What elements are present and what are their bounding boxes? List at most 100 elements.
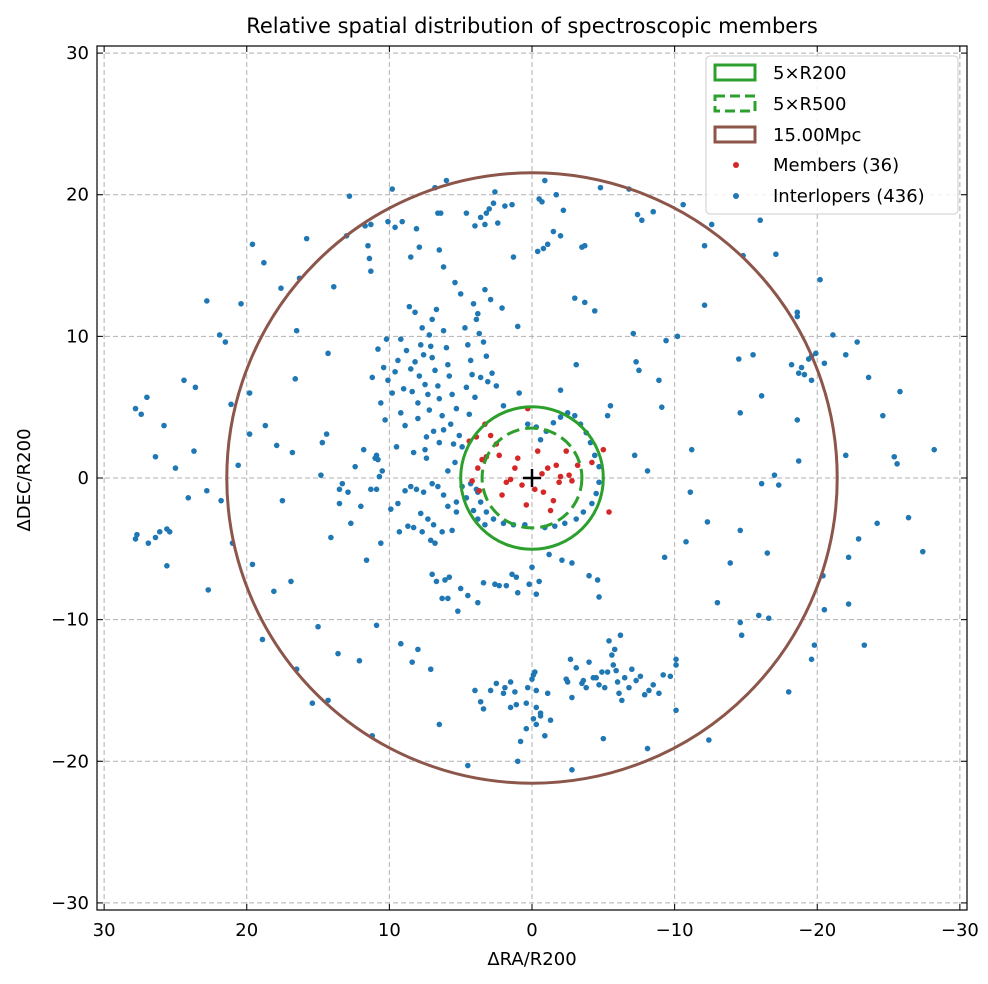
y-axis-label: ΔDEC/R200 [14, 428, 35, 531]
interloper-point [185, 495, 192, 501]
interloper-point [507, 679, 514, 685]
interloper-point [865, 374, 872, 381]
interloper-point [407, 366, 414, 372]
interloper-point [621, 674, 628, 681]
interloper-point [432, 540, 438, 546]
member-point [532, 486, 538, 493]
interloper-point [413, 486, 420, 493]
interloper-point [469, 371, 475, 378]
interloper-point [378, 540, 384, 546]
interloper-point [586, 572, 592, 579]
interloper-point [704, 519, 711, 525]
interloper-point [544, 690, 551, 697]
y-tick-label: 20 [66, 185, 89, 206]
interloper-point [830, 332, 836, 338]
interloper-point [439, 412, 445, 419]
interloper-point [330, 283, 337, 290]
interloper-point [616, 690, 622, 697]
interloper-point [385, 218, 391, 225]
interloper-point [891, 453, 898, 460]
member-point [514, 455, 521, 461]
interloper-point [516, 390, 522, 396]
interloper-point [534, 248, 541, 255]
member-point [503, 479, 510, 486]
interloper-point [483, 210, 490, 216]
interloper-point [388, 506, 394, 512]
interloper-point [609, 652, 615, 658]
interloper-point [463, 210, 470, 216]
interloper-point [600, 735, 607, 742]
interloper-point [453, 499, 460, 505]
interloper-point [397, 336, 404, 342]
interloper-point [557, 387, 564, 393]
interloper-point [477, 499, 484, 505]
interloper-point [166, 529, 173, 535]
interloper-point [539, 199, 545, 205]
interloper-point [480, 339, 487, 345]
interloper-point [737, 410, 744, 416]
interloper-point [429, 354, 435, 361]
interloper-point [427, 537, 434, 544]
interloper-point [152, 453, 159, 460]
member-point [534, 448, 541, 454]
interloper-point [794, 313, 801, 320]
interloper-point [450, 441, 457, 447]
interloper-point [591, 308, 598, 314]
interloper-point [400, 385, 407, 392]
interloper-point [249, 561, 256, 568]
member-point [519, 482, 525, 488]
interloper-point [644, 468, 651, 474]
interloper-point [614, 679, 621, 685]
interloper-point [339, 480, 346, 487]
interloper-point [510, 254, 517, 260]
interloper-point [325, 350, 331, 357]
interloper-point [292, 376, 299, 382]
interloper-point [472, 687, 478, 694]
interloper-point [513, 701, 520, 708]
interloper-point [855, 536, 862, 542]
y-tick-label: 0 [78, 468, 89, 489]
interloper-point [817, 276, 823, 283]
legend-marker-interlopers [733, 193, 739, 199]
interloper-point [794, 417, 801, 423]
interloper-point [433, 578, 440, 585]
interloper-point [581, 299, 588, 306]
interloper-point [356, 657, 363, 664]
interloper-point [443, 344, 450, 351]
interloper-point [919, 548, 926, 555]
interloper-point [249, 241, 256, 248]
interloper-point [795, 370, 802, 376]
interloper-point [509, 571, 515, 578]
interloper-point [379, 468, 386, 474]
interloper-point [467, 357, 474, 364]
interloper-point [533, 687, 540, 694]
interloper-point [473, 316, 480, 323]
interloper-point [222, 339, 229, 345]
interloper-point [487, 687, 494, 694]
interloper-point [389, 186, 396, 192]
interloper-point [499, 305, 505, 311]
x-tick-label: 30 [93, 920, 116, 941]
interloper-point [399, 218, 406, 225]
interloper-point [475, 310, 481, 317]
interloper-point [617, 632, 624, 639]
interloper-point [706, 737, 712, 743]
interloper-point [599, 669, 605, 675]
interloper-point [440, 327, 447, 334]
interloper-point [383, 336, 390, 342]
interloper-point [559, 557, 565, 563]
interloper-point [365, 242, 371, 249]
interloper-point [842, 452, 849, 459]
interloper-point [644, 745, 651, 752]
interloper-point [480, 580, 487, 586]
interloper-point [564, 679, 571, 685]
interloper-point [641, 691, 648, 698]
radius-circle [459, 405, 605, 551]
y-tick-label: −30 [51, 893, 89, 914]
member-point [496, 452, 502, 459]
interloper-point [352, 463, 358, 470]
interloper-point [466, 411, 473, 418]
interloper-point [477, 374, 484, 381]
legend-swatch-mpc [713, 125, 757, 144]
